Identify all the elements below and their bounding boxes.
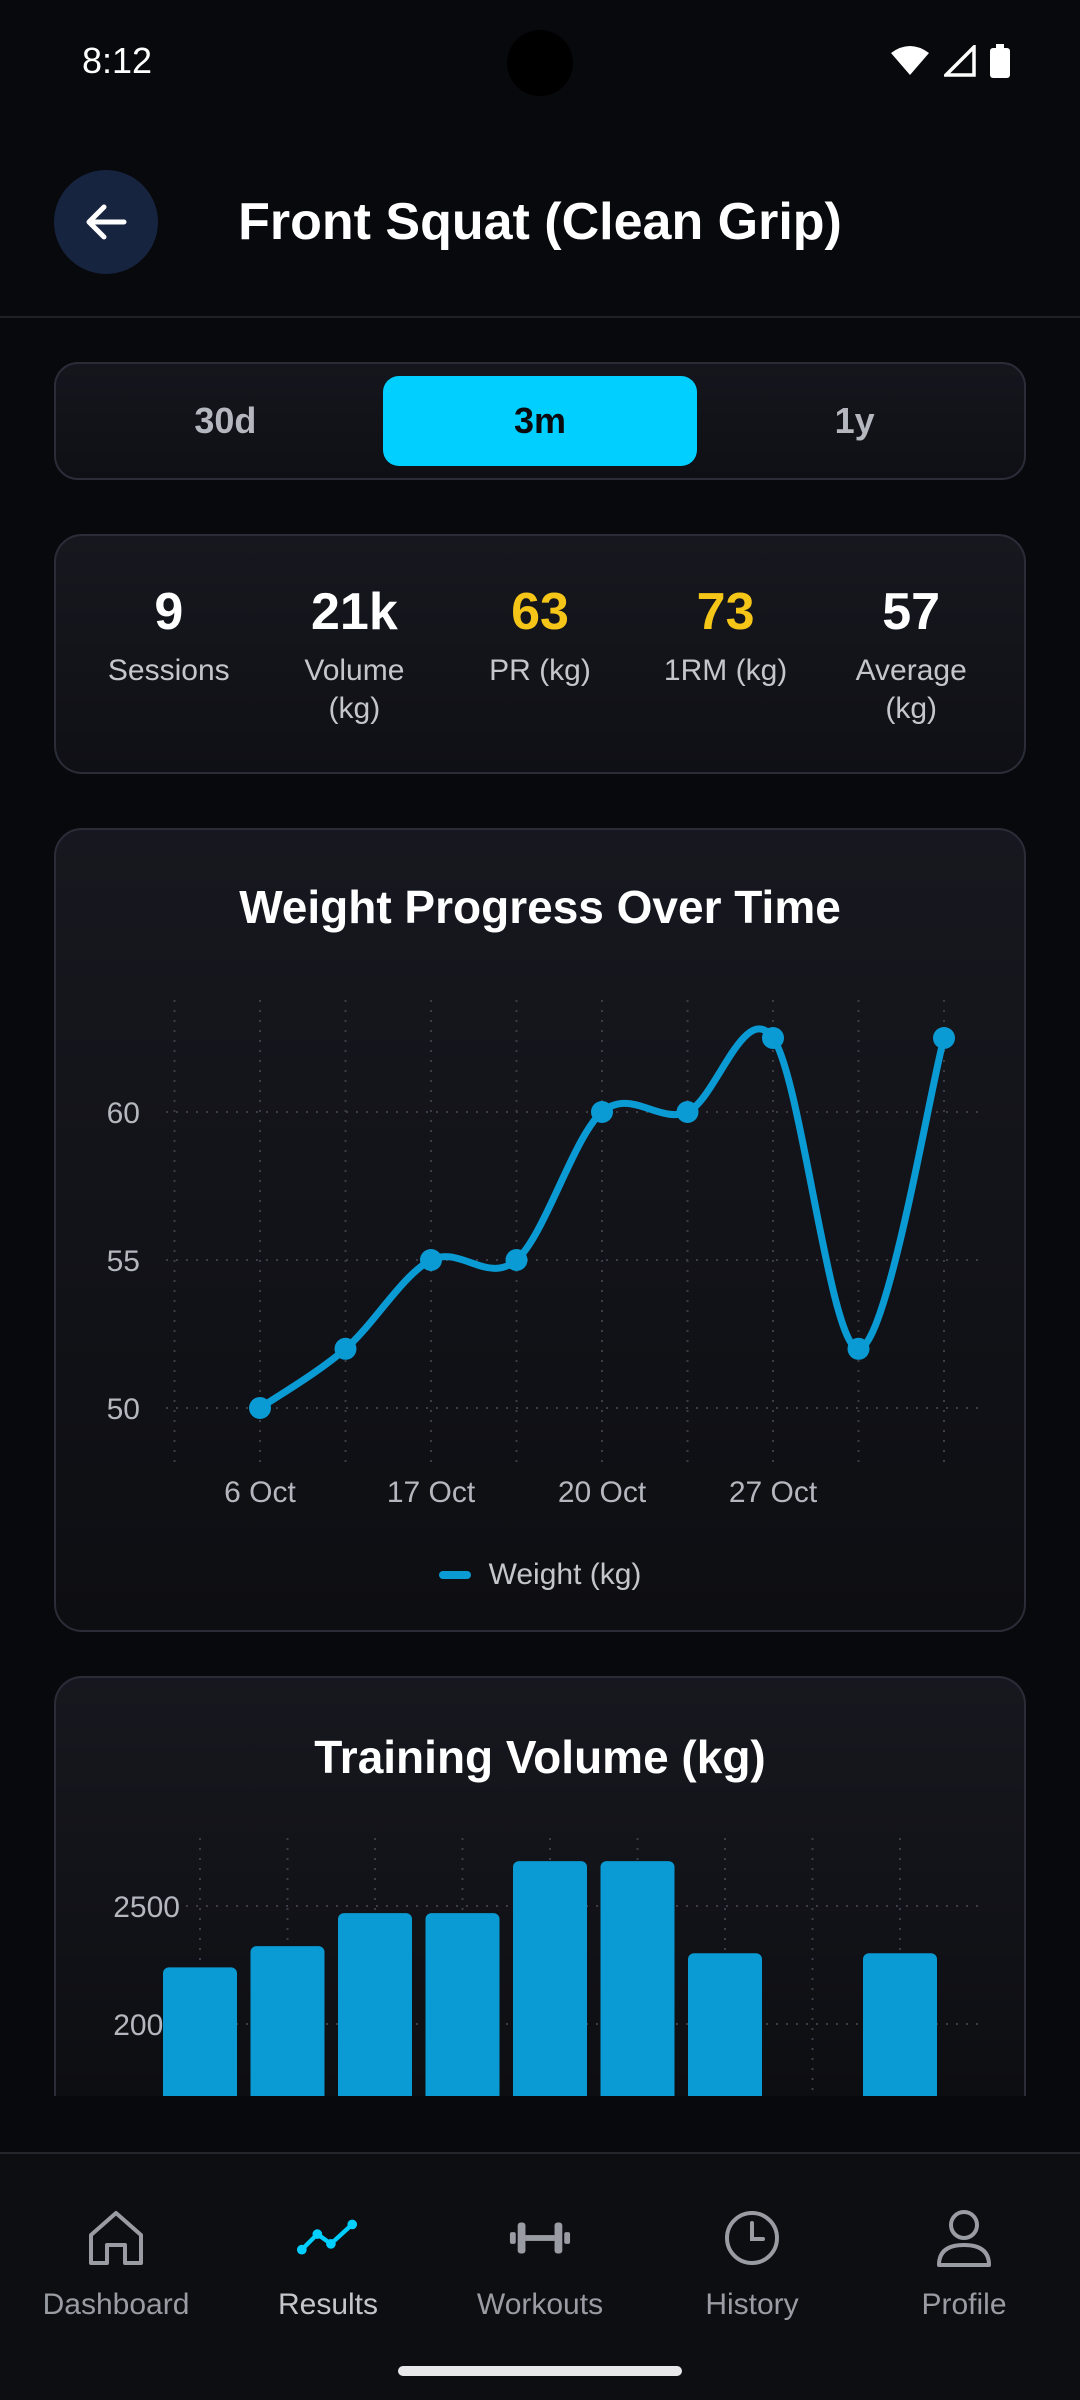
- data-point: [505, 1249, 528, 1271]
- weight-chart-card: Weight Progress Over Time 50 55 60 6 Oct 17 …: [54, 828, 1026, 1632]
- stat-value: 57: [882, 583, 941, 641]
- bottom-nav: Dashboard Results Workouts History Profi…: [0, 2152, 1080, 2400]
- x-tick-label: 17 Oct: [387, 1476, 476, 1509]
- data-point: [676, 1101, 699, 1123]
- nav-label: Workouts: [476, 2288, 604, 2321]
- volume-bar: [425, 1913, 500, 2096]
- status-time: 8:12: [82, 40, 153, 81]
- stat-value: 9: [154, 583, 184, 641]
- status-bar: 8:12: [0, 0, 1080, 128]
- wifi-icon: [891, 46, 929, 75]
- dumbbell-icon: [508, 2206, 572, 2270]
- data-point: [249, 1397, 271, 1419]
- stats-card: 9 Sessions 21k Volume (kg) 63 PR (kg) 73…: [54, 534, 1026, 774]
- data-point: [847, 1337, 870, 1360]
- chart-title: Training Volume (kg): [314, 1731, 766, 1783]
- volume-bar: [513, 1861, 587, 2096]
- y-tick-label: 50: [107, 1393, 140, 1426]
- range-tabs: 30d 3m 1y: [54, 362, 1026, 480]
- volume-bar: [250, 1946, 325, 2096]
- nav-workouts[interactable]: Workouts: [434, 2154, 646, 2400]
- page-title: Front Squat (Clean Grip): [238, 193, 842, 251]
- stat-average: 57 Average (kg): [818, 586, 1004, 772]
- x-tick-label: 20 Oct: [558, 1476, 647, 1509]
- nav-label: Dashboard: [42, 2288, 190, 2321]
- nav-dashboard[interactable]: Dashboard: [10, 2154, 222, 2400]
- person-icon: [932, 2206, 996, 2270]
- nav-label: Results: [277, 2288, 379, 2321]
- stat-volume: 21k Volume (kg): [262, 586, 448, 772]
- back-button[interactable]: [54, 170, 158, 274]
- volume-chart-card: Training Volume (kg) 2000 2500: [54, 1676, 1026, 2096]
- tab-3m[interactable]: 3m: [382, 376, 698, 466]
- stat-pr: 63 PR (kg): [447, 586, 633, 772]
- legend-swatch: [438, 1571, 471, 1579]
- stat-label: Sessions: [107, 654, 230, 687]
- x-tick-label: 6 Oct: [224, 1476, 296, 1509]
- camera-cutout: [507, 30, 573, 96]
- data-point: [933, 1027, 955, 1049]
- data-point: [420, 1249, 442, 1271]
- signal-icon: [944, 45, 976, 77]
- clock-icon: [720, 2206, 784, 2270]
- nav-history[interactable]: History: [646, 2154, 858, 2400]
- nav-label: Profile: [921, 2288, 1007, 2321]
- data-point: [591, 1101, 613, 1123]
- data-point: [762, 1027, 784, 1049]
- weight-line-chart: 50 55 60 6 Oct 17 Oct 20 Oct 27 Oct: [107, 1000, 986, 1509]
- trend-icon: [296, 2206, 360, 2270]
- y-tick-label: 2500: [113, 1891, 180, 1924]
- volume-bar: [600, 1861, 675, 2096]
- arrow-left-icon: [86, 204, 127, 240]
- tab-1y[interactable]: 1y: [834, 400, 875, 441]
- home-icon: [84, 2206, 148, 2270]
- y-tick-label: 60: [107, 1097, 140, 1130]
- tab-30d[interactable]: 30d: [194, 400, 257, 441]
- volume-bar: [163, 1967, 237, 2096]
- nav-profile[interactable]: Profile: [858, 2154, 1070, 2400]
- x-tick-label: 27 Oct: [729, 1476, 818, 1509]
- stat-label: Average (kg): [855, 654, 967, 725]
- stat-value: 73: [696, 583, 755, 641]
- header: Front Squat (Clean Grip): [0, 130, 1080, 318]
- stat-label: PR (kg): [489, 654, 591, 687]
- stat-1rm: 73 1RM (kg): [633, 586, 819, 772]
- legend-label: Weight (kg): [488, 1558, 642, 1591]
- status-icons: [890, 44, 1010, 78]
- stat-sessions: 9 Sessions: [76, 586, 262, 772]
- battery-icon: [990, 44, 1010, 78]
- stat-label: 1RM (kg): [663, 654, 788, 687]
- stat-label: Volume (kg): [304, 654, 405, 725]
- volume-bar: [338, 1913, 412, 2096]
- chart-title: Weight Progress Over Time: [239, 881, 841, 933]
- home-indicator: [398, 2366, 682, 2376]
- volume-bar: [688, 1953, 762, 2096]
- stat-value: 63: [511, 583, 569, 641]
- nav-results[interactable]: Results: [222, 2154, 434, 2400]
- data-point: [334, 1337, 357, 1360]
- volume-bar: [863, 1953, 937, 2096]
- y-tick-label: 55: [107, 1245, 140, 1278]
- chart-legend: Weight (kg): [56, 1558, 1024, 1592]
- stat-value: 21k: [311, 583, 398, 641]
- nav-label: History: [705, 2288, 799, 2321]
